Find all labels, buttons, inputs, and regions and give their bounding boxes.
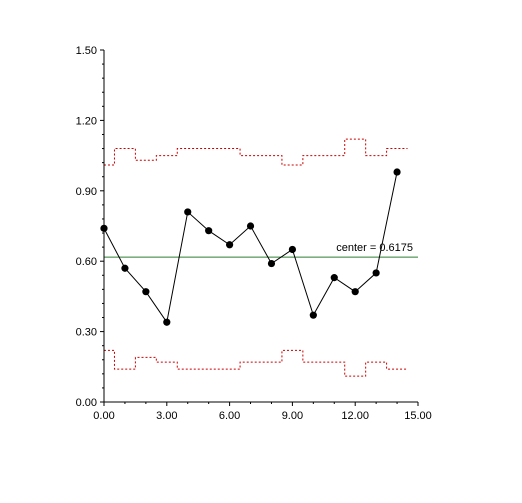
y-tick-label: 0.90 bbox=[76, 186, 97, 198]
y-tick-label: 0.00 bbox=[76, 397, 97, 409]
axes: 0.00 0.30 0.60 0.90 1.20 1.50 0.00 3.00 6.00 9.00… bbox=[76, 45, 432, 422]
y-tick-label: 0.60 bbox=[76, 256, 97, 268]
data-series bbox=[100, 168, 401, 326]
data-point bbox=[393, 168, 401, 176]
x-tick-label: 15.00 bbox=[404, 410, 432, 422]
data-point bbox=[288, 245, 296, 254]
data-point bbox=[330, 274, 338, 282]
data-point bbox=[184, 208, 192, 216]
upper-control-limit bbox=[104, 138, 408, 166]
data-point bbox=[246, 222, 255, 230]
y-tick-label: 1.20 bbox=[76, 115, 97, 127]
x-tick-label: 12.00 bbox=[341, 410, 369, 422]
control-limits bbox=[104, 138, 408, 377]
data-point bbox=[351, 288, 359, 296]
lower-control-limit bbox=[104, 349, 408, 377]
center-line-group: center = 0.6175 bbox=[104, 242, 418, 258]
data-point bbox=[163, 318, 171, 326]
data-point bbox=[142, 288, 150, 296]
x-tick-label: 3.00 bbox=[156, 410, 177, 422]
data-point bbox=[267, 259, 276, 268]
center-line-label: center = 0.6175 bbox=[336, 242, 413, 254]
data-point bbox=[309, 311, 317, 319]
x-tick-label: 6.00 bbox=[219, 410, 240, 422]
y-tick-label: 1.50 bbox=[76, 45, 97, 57]
data-point bbox=[372, 269, 380, 277]
y-tick-label: 0.30 bbox=[76, 327, 97, 339]
data-point bbox=[205, 227, 213, 235]
x-tick-label: 0.00 bbox=[93, 410, 114, 422]
x-tick-label: 9.00 bbox=[282, 410, 303, 422]
data-point bbox=[121, 264, 129, 272]
data-point bbox=[226, 241, 234, 249]
